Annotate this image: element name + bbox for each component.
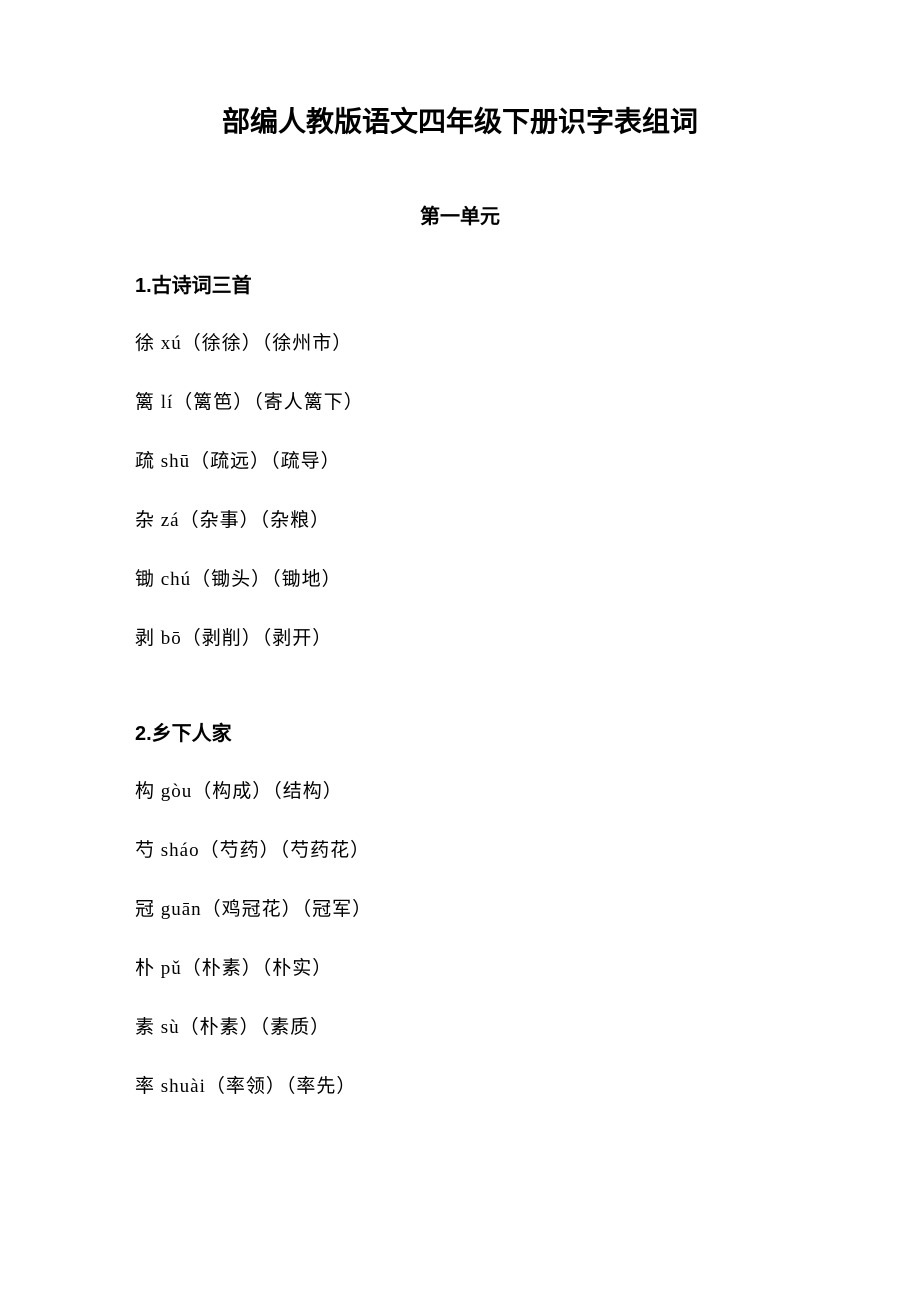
vocab-entry: 朴 pǔ（朴素）（朴实） bbox=[135, 953, 785, 980]
section-spacer bbox=[135, 682, 785, 717]
vocab-entry: 徐 xú（徐徐）（徐州市） bbox=[135, 328, 785, 355]
vocab-entry: 篱 lí（篱笆）（寄人篱下） bbox=[135, 387, 785, 414]
unit-heading: 第一单元 bbox=[135, 200, 785, 229]
vocab-entry: 素 sù（朴素）（素质） bbox=[135, 1012, 785, 1039]
section-heading-2: 2.乡下人家 bbox=[135, 717, 785, 746]
vocab-entry: 构 gòu（构成）（结构） bbox=[135, 776, 785, 803]
vocab-entry: 剥 bō（剥削）（剥开） bbox=[135, 623, 785, 650]
vocab-entry: 冠 guān（鸡冠花）（冠军） bbox=[135, 894, 785, 921]
section-heading-1: 1.古诗词三首 bbox=[135, 269, 785, 298]
vocab-entry: 锄 chú（锄头）（锄地） bbox=[135, 564, 785, 591]
vocab-entry: 率 shuài（率领）（率先） bbox=[135, 1071, 785, 1098]
vocab-entry: 杂 zá（杂事）（杂粮） bbox=[135, 505, 785, 532]
vocab-entry: 芍 sháo（芍药）（芍药花） bbox=[135, 835, 785, 862]
document-title: 部编人教版语文四年级下册识字表组词 bbox=[135, 100, 785, 140]
vocab-entry: 疏 shū（疏远）（疏导） bbox=[135, 446, 785, 473]
